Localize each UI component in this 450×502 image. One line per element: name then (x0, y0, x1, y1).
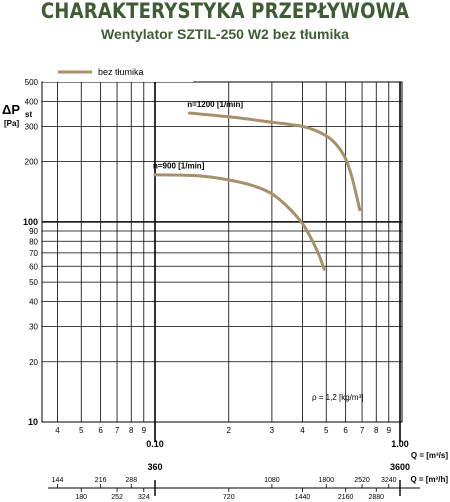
y-tick-label: 10 (28, 417, 38, 427)
y-axis-label-sub: st (25, 110, 32, 119)
x-tick-label: 4 (300, 426, 305, 435)
y-tick-label: 200 (25, 158, 39, 167)
mh-tick-label: 1800 (318, 477, 334, 484)
x-tick-label: 8 (374, 426, 379, 435)
mh-tick-label: 144 (52, 477, 64, 484)
mh-tick-label: 288 (125, 477, 137, 484)
grid (41, 68, 420, 496)
mh-major-label: 3600 (390, 462, 410, 472)
x-tick-label: 5 (324, 426, 329, 435)
mh-tick-label: 216 (95, 477, 107, 484)
x-axis-label-ms: Q = [m³/s] (411, 451, 448, 460)
mh-tick-label: 2160 (338, 494, 354, 501)
x-tick-label: 3 (270, 426, 275, 435)
x-tick-label: 7 (360, 426, 365, 435)
mh-tick-label: 1080 (264, 477, 280, 484)
x-major-label: 0.10 (146, 439, 164, 449)
x-tick-label: 2 (227, 426, 232, 435)
x-tick-label: 8 (129, 426, 134, 435)
mh-tick-label: 180 (75, 494, 87, 501)
y-tick-label: 40 (29, 298, 38, 307)
mh-tick-label: 2880 (368, 494, 384, 501)
curves (153, 111, 362, 271)
chart-subtitle: Wentylator SZTIL-250 W2 bez tłumika (101, 26, 349, 42)
series-label: n=1200 [1/min] (187, 100, 243, 109)
density-annotation: ρ = 1,2 [kg/m³] (312, 393, 363, 402)
mh-major-label: 360 (147, 462, 162, 472)
mh-tick-label: 3240 (381, 477, 397, 484)
y-tick-label: 50 (29, 278, 38, 287)
chart-title: CHARAKTERYSTYKA PRZEPŁYWOWA (40, 0, 410, 23)
y-tick-label: 30 (29, 323, 38, 332)
y-tick-label: 500 (25, 78, 39, 87)
x-tick-label: 9 (387, 426, 392, 435)
plot-frame (41, 81, 403, 423)
x-tick-label: 4 (55, 426, 60, 435)
y-tick-label: 80 (29, 237, 38, 246)
x-tick-label: 7 (115, 426, 120, 435)
mh-tick-label: 1440 (295, 494, 311, 501)
y-axis-label: ΔP (2, 102, 20, 117)
x-tick-label: 9 (142, 426, 147, 435)
mh-tick-label: 252 (111, 494, 123, 501)
y-tick-label: 90 (29, 227, 38, 236)
curve-n1200 (187, 111, 362, 212)
x-tick-label: 5 (79, 426, 84, 435)
y-axis-unit: [Pa] (4, 119, 19, 128)
mh-tick-label: 324 (138, 494, 150, 501)
mh-tick-label: 2520 (354, 477, 370, 484)
y-tick-label: 300 (25, 122, 39, 131)
y-tick-label: 60 (29, 262, 38, 271)
curve-n900 (153, 173, 326, 271)
y-tick-label: 100 (23, 217, 38, 227)
mh-tick-label: 720 (223, 494, 235, 501)
x-major-label: 1.00 (391, 439, 409, 449)
series-label: n=900 [1/min] (153, 162, 205, 171)
y-tick-label: 400 (25, 97, 39, 106)
x-tick-label: 6 (98, 426, 103, 435)
y-tick-label: 20 (29, 358, 38, 367)
y-tick-label: 70 (29, 249, 38, 258)
x-tick-label: 6 (343, 426, 348, 435)
x-axis-label-mh: Q = [m³/h] (410, 475, 448, 484)
legend-label: bez tłumika (98, 67, 144, 77)
